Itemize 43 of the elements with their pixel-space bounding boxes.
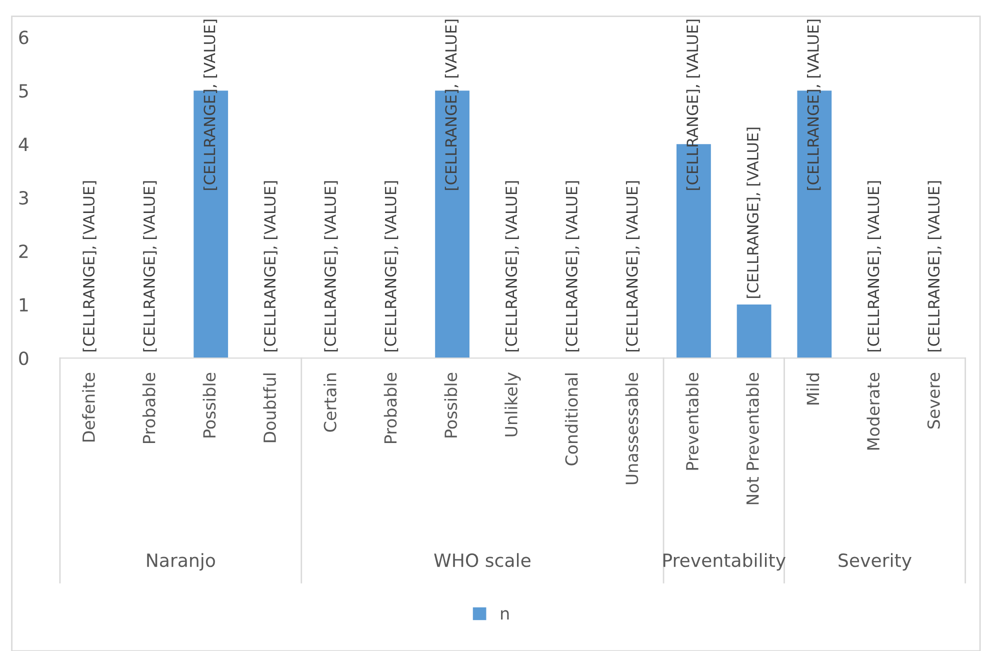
bar — [736, 304, 772, 358]
x-tick-label: Moderate — [866, 372, 880, 450]
x-tick-label: Defenite — [82, 372, 95, 442]
data-label: [CELLRANGE], [VALUE] — [807, 20, 821, 190]
x-tick-label: Possible — [202, 372, 216, 438]
text: Preventability — [663, 553, 786, 571]
x-tick-label: Severe — [927, 372, 940, 429]
text: Severity — [838, 553, 912, 571]
data-label: [CELLRANGE], [VALUE] — [143, 181, 157, 352]
data-label: [CELLRANGE], [VALUE] — [203, 20, 218, 190]
data-label: [CELLRANGE], [VALUE] — [626, 181, 640, 352]
x-tick-label: Preventable — [686, 372, 699, 470]
x-tick-label: Unlikely — [504, 372, 521, 436]
y-tick-label: 4 — [18, 138, 28, 151]
data-label: [CELLRANGE], [VALUE] — [686, 20, 700, 190]
text: WHO scale — [434, 553, 530, 568]
y-tick-label: 1 — [20, 298, 28, 312]
y-tick-label: 3 — [19, 191, 28, 205]
y-tick-label: 5 — [19, 84, 28, 98]
x-tick-label: Probable — [142, 372, 156, 443]
x-tick-label: Unassessable — [625, 372, 638, 484]
x-tick-label: Conditional — [564, 374, 578, 466]
x-tick-label: Certain — [324, 373, 336, 432]
data-label: [CELLRANGE], [VALUE] — [82, 181, 96, 352]
legend-label: n — [501, 610, 509, 620]
y-tick-label: 2 — [19, 244, 28, 258]
data-label: [CELLRANGE], [VALUE] — [746, 128, 760, 298]
data-label: [CELLRANGE], [VALUE] — [264, 181, 278, 352]
data-label: [CELLRANGE], [VALUE] — [324, 181, 338, 352]
x-tick-label: Not Preventable — [746, 372, 759, 504]
text: Naranjo — [147, 553, 215, 571]
x-tick-label: Possible — [444, 372, 458, 438]
data-label: [CELLRANGE], [VALUE] — [566, 181, 580, 352]
x-tick-label: Probable — [384, 372, 397, 443]
x-tick-label: Doubtful — [263, 374, 276, 442]
y-tick-label: 0 — [19, 352, 28, 366]
data-label: [CELLRANGE], [VALUE] — [384, 181, 398, 352]
x-tick-label: Mild — [806, 373, 820, 405]
y-tick-label: 6 — [19, 30, 28, 44]
data-label: [CELLRANGE], [VALUE] — [505, 181, 519, 352]
data-label: [CELLRANGE], [VALUE] — [928, 181, 942, 352]
data-label: [CELLRANGE], [VALUE] — [444, 20, 459, 190]
data-label: [CELLRANGE], [VALUE] — [867, 181, 881, 352]
